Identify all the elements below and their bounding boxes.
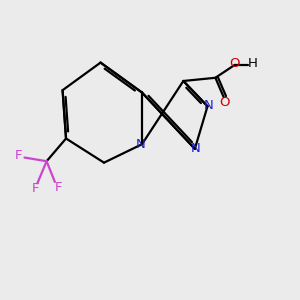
Text: H: H	[248, 58, 258, 70]
Text: O: O	[230, 58, 240, 70]
Text: O: O	[219, 96, 230, 109]
Text: N: N	[136, 138, 146, 151]
Text: N: N	[204, 99, 213, 112]
Text: F: F	[15, 149, 23, 162]
Text: N: N	[191, 142, 201, 155]
Text: F: F	[31, 182, 39, 195]
Text: F: F	[54, 181, 62, 194]
